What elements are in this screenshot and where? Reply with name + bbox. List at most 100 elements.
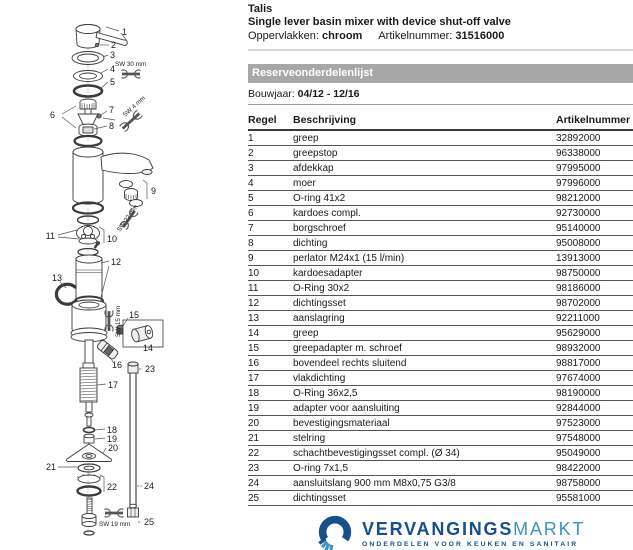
row-artikelnummer: 95581000 [556,490,633,506]
row-beschrijving: kardoesadapter [293,265,556,281]
row-regel: 6 [248,205,293,221]
callout-20: 20 [108,443,118,453]
product-header: Talis Single lever basin mixer with devi… [248,0,633,43]
row-artikelnummer: 97995000 [556,160,633,176]
table-row: 15 greepadapter m. schroef 98932000 [248,340,633,356]
row-regel: 16 [248,355,293,371]
row-beschrijving: bevestigingsmateriaal [293,415,556,431]
callout-15: 15 [129,310,139,320]
callout-6: 6 [50,110,55,120]
sw-19-label: SW 19 mm [99,521,130,528]
table-row: 19 adapter voor aansluiting 92844000 [248,400,633,416]
row-regel: 24 [248,475,293,491]
row-regel: 1 [248,130,293,146]
row-regel: 3 [248,160,293,176]
row-beschrijving: greep [293,325,556,341]
surface-pair: Oppervlakken: chroom [248,30,362,42]
row-beschrijving: O-Ring 30x2 [293,280,556,296]
row-regel: 21 [248,430,293,446]
callout-12: 12 [111,257,121,267]
row-artikelnummer: 98186000 [556,280,633,296]
row-artikelnummer: 97674000 [556,370,633,386]
callout-24: 24 [144,481,154,491]
leader-lines [57,26,160,523]
row-artikelnummer: 95008000 [556,235,633,251]
row-beschrijving: greep [293,130,556,146]
parts-list-section-bar: Reserveonderdelenlijst [248,64,633,83]
row-beschrijving: stelring [293,430,556,446]
row-artikelnummer: 97523000 [556,415,633,431]
brand-logo: VERVANGINGSMARKT ONDERDELEN VOOR KEUKEN … [316,513,633,550]
table-row: 3 afdekkap 97995000 [248,160,633,176]
row-regel: 12 [248,295,293,311]
row-regel: 8 [248,235,293,251]
callout-4: 4 [110,64,115,74]
row-regel: 11 [248,280,293,296]
callout-17: 17 [108,380,118,390]
sw-4-label: SW 4 mm [122,95,147,119]
row-regel: 19 [248,400,293,416]
row-beschrijving: bovendeel rechts sluitend [293,355,556,371]
row-regel: 13 [248,310,293,326]
row-regel: 25 [248,490,293,506]
build-year-label: Bouwjaar: [248,88,295,100]
row-artikelnummer: 98190000 [556,385,633,401]
row-regel: 17 [248,370,293,386]
row-beschrijving: greepstop [293,145,556,161]
row-artikelnummer: 95629000 [556,325,633,341]
table-row: 18 O-Ring 36x2,5 98190000 [248,385,633,401]
row-regel: 22 [248,445,293,461]
table-row: 9 perlator M24x1 (15 l/min) 13913000 [248,250,633,266]
table-row: 24 aansluitslang 900 mm M8x0,75 G3/8 98758… [248,475,633,491]
table-row: 22 schachtbevestigingsset compl. (Ø 34) 95… [248,445,633,461]
brand-tagline: ONDERDELEN VOOR KEUKEN EN SANITAIR [362,540,579,548]
table-row: 2 greepstop 96338000 [248,145,633,161]
row-artikelnummer: 98212000 [556,190,633,206]
row-artikelnummer: 95049000 [556,445,633,461]
callout-1: 1 [122,27,127,37]
row-beschrijving: adapter voor aansluiting [293,400,556,416]
callout-11: 11 [46,231,55,241]
callout-18: 18 [107,425,117,435]
row-beschrijving: schachtbevestigingsset compl. (Ø 34) [293,445,556,461]
table-row: 13 aanslagring 92211000 [248,310,633,326]
build-year-value: 04/12 - 12/16 [297,88,360,100]
table-row: 20 bevestigingsmateriaal 97523000 [248,415,633,431]
callout-13: 13 [52,273,62,283]
callout-5: 5 [110,77,115,87]
callout-3: 3 [110,50,115,60]
table-row: 6 kardoes compl. 92730000 [248,205,633,221]
table-row: 10 kardoesadapter 98750000 [248,265,633,281]
callout-22: 22 [107,482,117,492]
parts-table-body: 1 greep 32892000 2 greepstop 96338000 3 afdekka… [248,130,633,506]
article-value: 31516000 [455,30,505,42]
header-divider [248,49,633,51]
table-row: 8 dichting 95008000 [248,235,633,251]
row-artikelnummer: 95140000 [556,220,633,236]
header-row: Regel Beschrijving Artikelnummer [248,113,633,131]
table-row: 7 borgschroef 95140000 [248,220,633,236]
row-beschrijving: perlator M24x1 (15 l/min) [293,250,556,266]
row-regel: 9 [248,250,293,266]
parts-table-head: Regel Beschrijving Artikelnummer [248,113,633,131]
surface-label: Oppervlakken: [248,30,319,42]
product-description: Single lever basin mixer with device shu… [248,16,511,28]
row-beschrijving: O-ring 7x1,5 [293,460,556,476]
brand-name-secondary: MARKT [513,518,586,539]
callout-14: 14 [143,343,153,353]
row-artikelnummer: 32892000 [556,130,633,146]
table-row: 16 bovendeel rechts sluitend 98817000 [248,355,633,371]
callout-2: 2 [111,40,116,50]
row-regel: 2 [248,145,293,161]
row-beschrijving: vlakdichting [293,370,556,386]
sw-30-label: SW 30 mm [115,61,146,68]
row-beschrijving: kardoes compl. [293,205,556,221]
surface-value: chroom [322,30,363,42]
brand-name-primary: VERVANGINGS [362,518,514,539]
row-beschrijving: O-ring 41x2 [293,190,556,206]
faucet-exploded-drawing: 1 2 3 4 5 6 7 8 9 10 11 12 13 14 15 16 1… [46,24,164,536]
callout-21: 21 [46,462,56,472]
row-regel: 10 [248,265,293,281]
row-regel: 5 [248,190,293,206]
